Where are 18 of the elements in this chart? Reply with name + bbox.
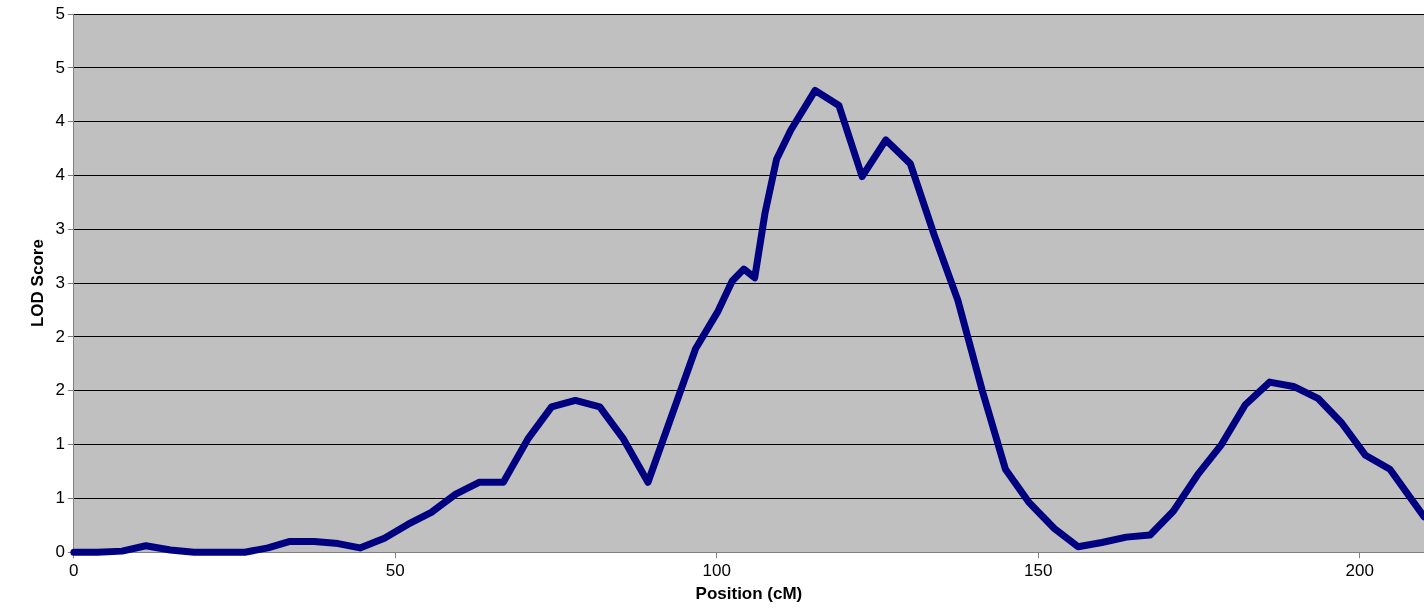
x-tick-label: 0 xyxy=(69,561,79,581)
x-tick-label: 100 xyxy=(702,561,731,581)
y-tick-label: 5 xyxy=(55,57,65,77)
x-tick-label: 150 xyxy=(1024,561,1053,581)
x-axis-title: Position (cM) xyxy=(695,584,803,604)
x-tick-label: 200 xyxy=(1345,561,1374,581)
y-tick-label: 3 xyxy=(55,272,65,292)
y-axis-title: LOD Score xyxy=(27,239,47,328)
y-tick-label: 3 xyxy=(55,218,65,238)
y-tick-label: 1 xyxy=(55,434,65,454)
y-tick-label: 0 xyxy=(55,541,65,561)
y-tick-label: 4 xyxy=(55,111,65,131)
y-tick-label: 2 xyxy=(55,326,65,346)
y-tick-label: 1 xyxy=(55,488,65,508)
y-tick-label: 2 xyxy=(55,380,65,400)
y-tick-label: 4 xyxy=(55,165,65,185)
x-tick-label: 50 xyxy=(385,561,405,581)
y-tick-label: 5 xyxy=(55,3,65,23)
